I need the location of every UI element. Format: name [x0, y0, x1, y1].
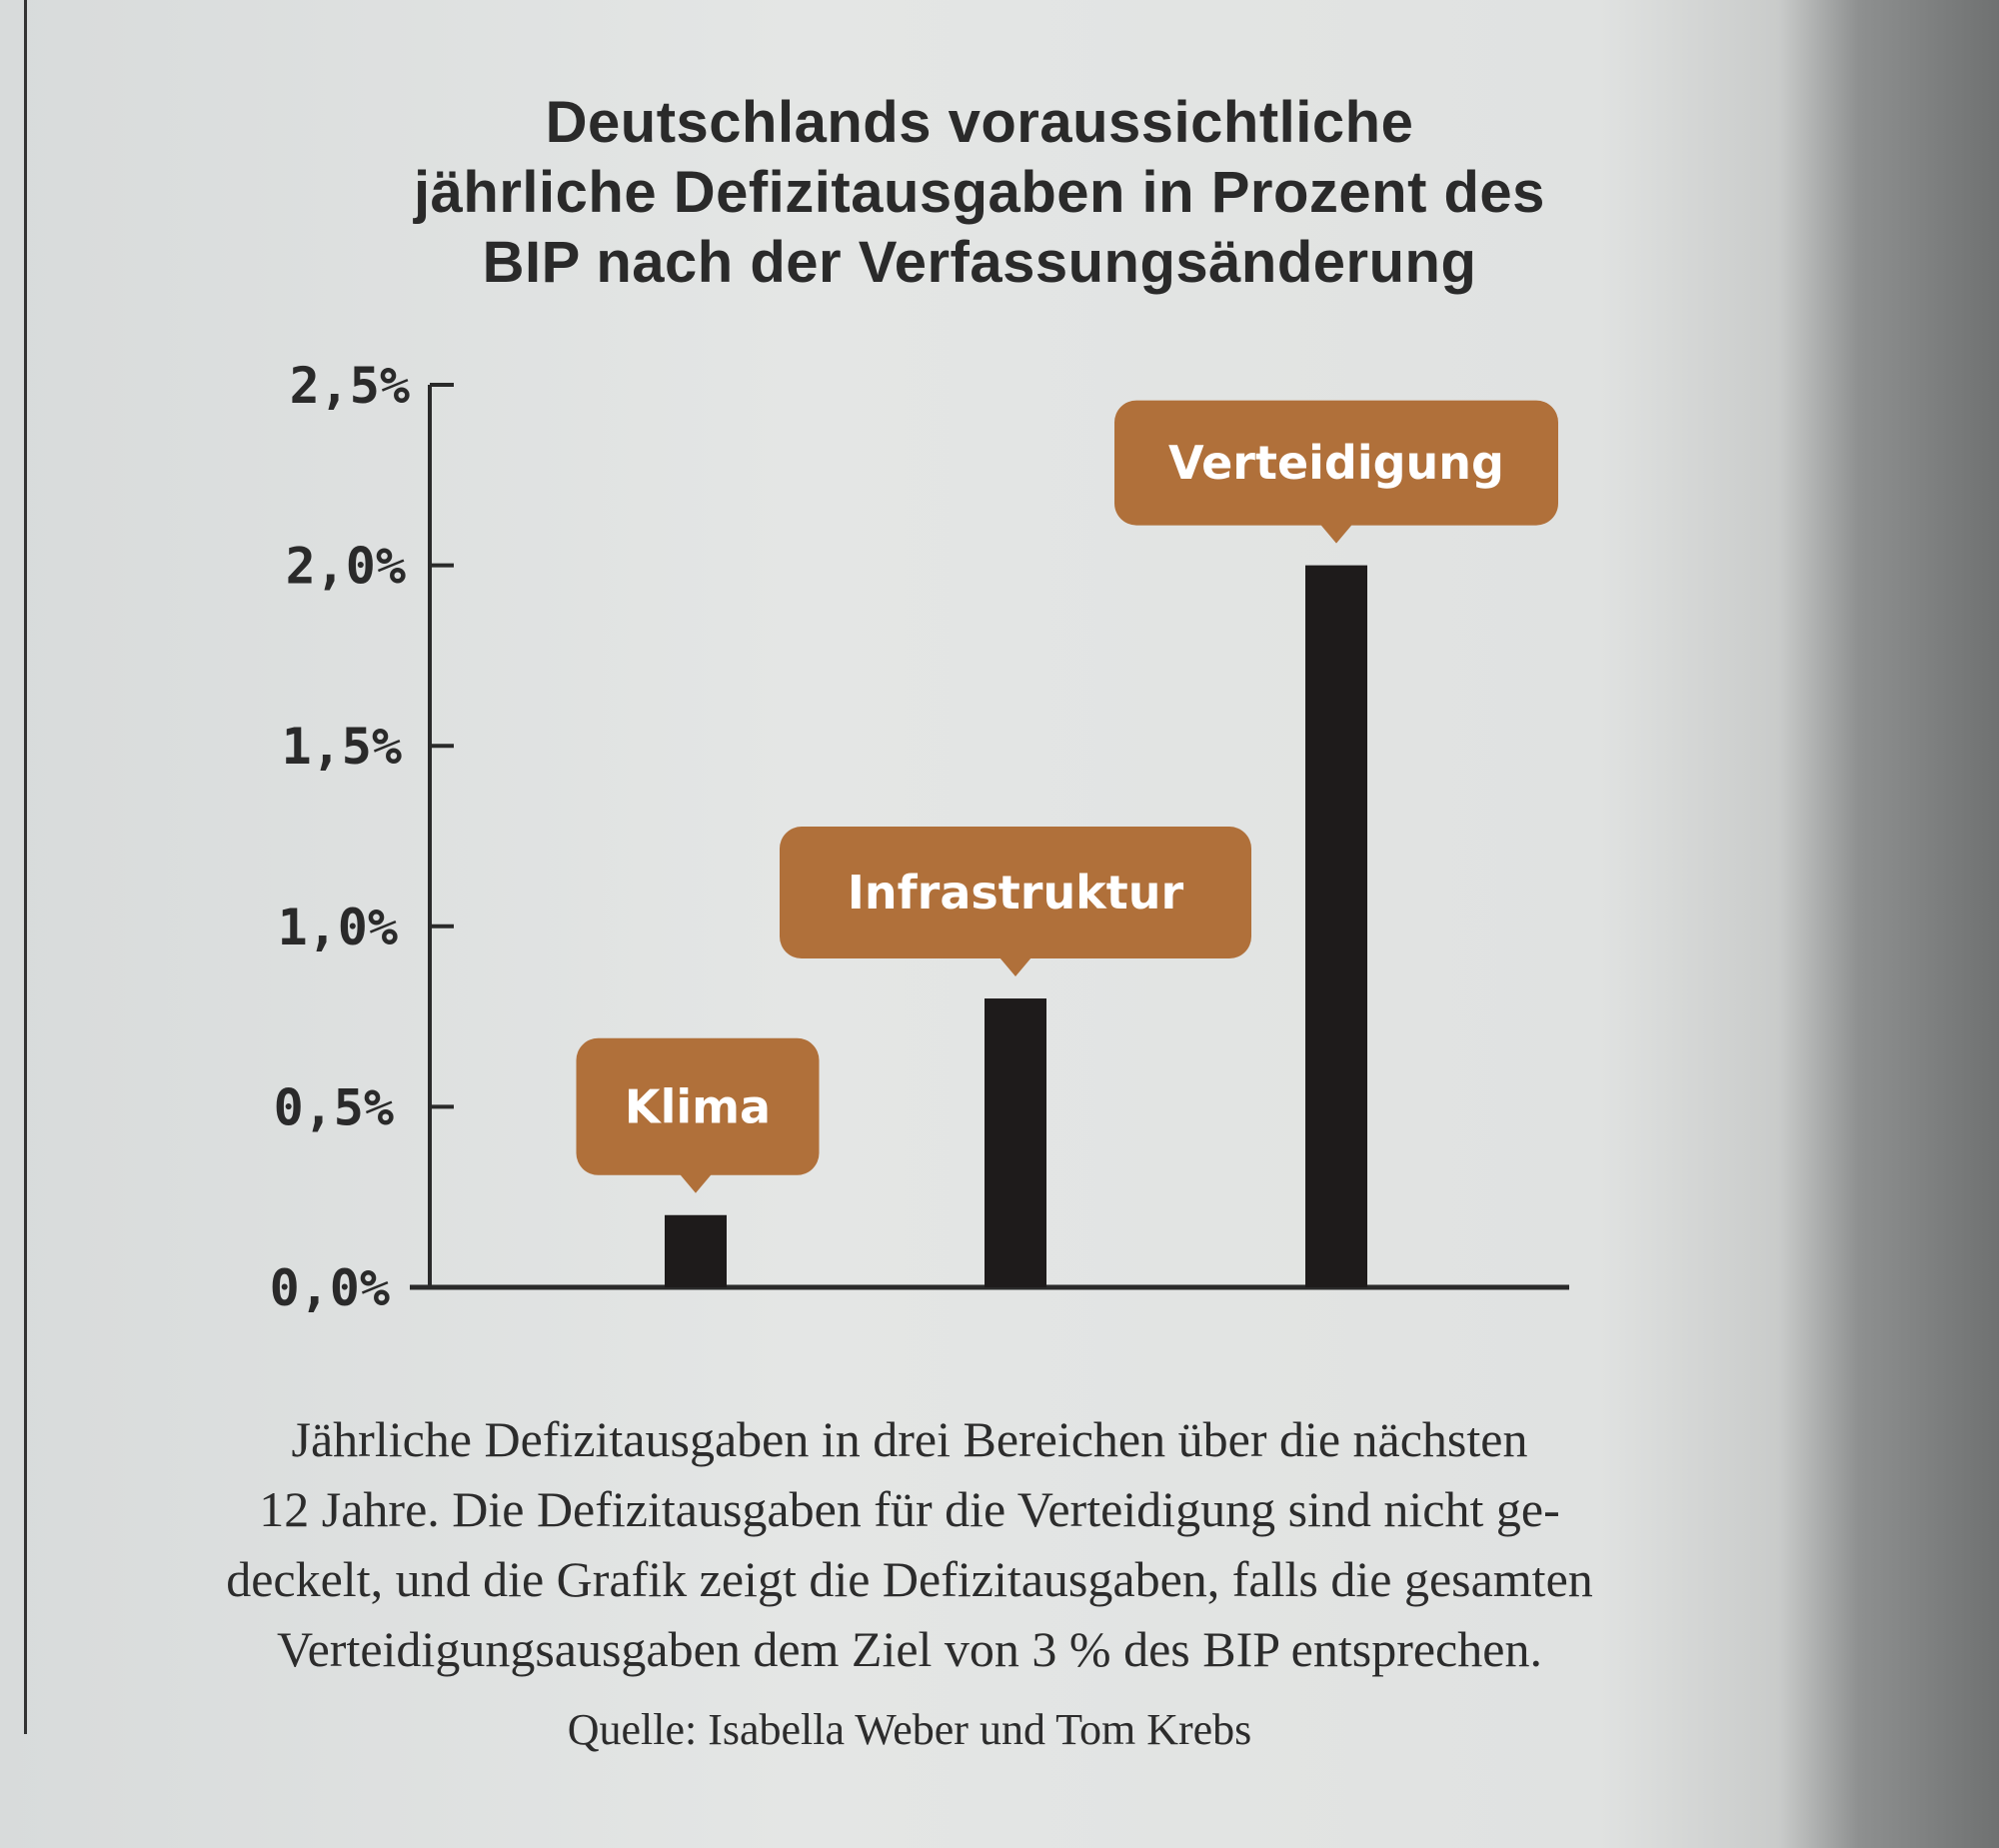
bar-klima [665, 1214, 727, 1287]
caption-line-3: deckelt, und die Grafik zeigt die Defizi… [226, 1551, 1593, 1607]
bubble-pointer [1320, 524, 1352, 544]
caption-line-1: Jährliche Defizitausgaben in drei Bereic… [291, 1411, 1528, 1467]
label-bubble [1114, 400, 1558, 526]
label-bubble [780, 827, 1251, 959]
caption-line-4: Verteidigungsausgaben dem Ziel von 3 % d… [277, 1621, 1542, 1677]
chart-caption: Jährliche Defizitausgaben in drei Bereic… [60, 1404, 1759, 1684]
bar-label: Verteidigung [1168, 436, 1504, 490]
bar-infrastruktur [985, 998, 1046, 1287]
bubble-pointer [1000, 957, 1031, 977]
chart-title: Deutschlands voraussichtliche jährliche … [180, 88, 1779, 298]
y-tick-label: 2,0% [286, 538, 406, 596]
bubble-pointer [680, 1173, 712, 1193]
bar-label: Klima [625, 1079, 771, 1133]
caption-line-2: 12 Jahre. Die Defizitausgaben für die Ve… [259, 1481, 1560, 1537]
title-line-2: jährliche Defizitausgaben in Prozent des [414, 160, 1545, 225]
bar-verteidigung [1305, 565, 1367, 1287]
y-tick-label: 1,5% [282, 718, 402, 776]
page-border-line [24, 0, 27, 1734]
title-line-3: BIP nach der Verfassungsänderung [482, 230, 1477, 295]
y-tick-label: 0,5% [274, 1078, 394, 1136]
label-bubble [576, 1037, 820, 1175]
y-tick-label: 0,0% [270, 1259, 390, 1317]
bar-label: Infrastruktur [848, 866, 1184, 920]
source-note: Quelle: Isabella Weber und Tom Krebs [567, 1705, 1252, 1754]
y-tick-label: 1,0% [278, 899, 398, 956]
title-line-1: Deutschlands voraussichtliche [545, 90, 1414, 155]
y-tick-label: 2,5% [290, 357, 410, 415]
